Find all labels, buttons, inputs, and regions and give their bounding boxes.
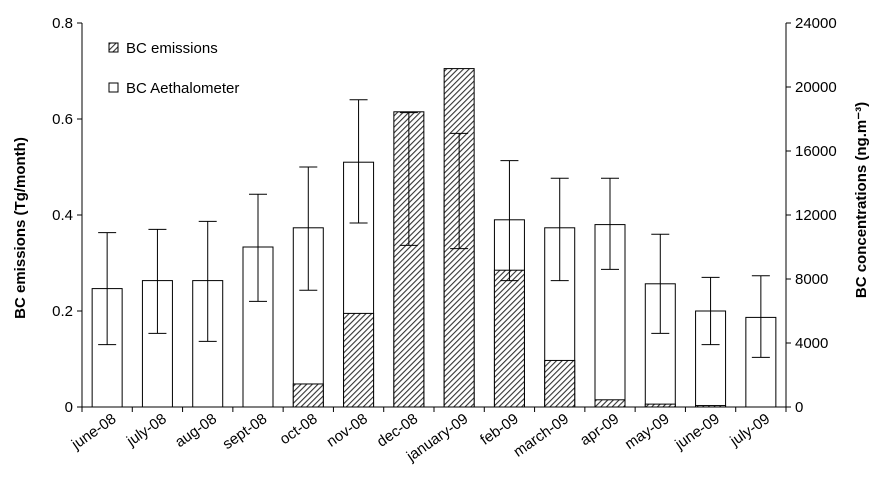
bar-bc-emissions	[544, 359, 576, 408]
x-tick-label: oct-08	[277, 410, 321, 448]
bar-bc-emissions	[493, 269, 525, 408]
x-tick-label: apr-09	[577, 410, 622, 449]
x-tick-label: june-09	[671, 410, 723, 453]
x-tick-label: july-08	[123, 410, 170, 450]
right-tick-label: 0	[795, 399, 803, 416]
right-tick-label: 24000	[795, 15, 837, 32]
left-tick-label: 0.4	[52, 207, 73, 224]
x-tick-label: nov-08	[324, 410, 371, 450]
bar-bc-aethalometer	[242, 246, 274, 408]
right-axis-title: BC concentrations (ng.m⁻³)	[853, 102, 870, 298]
right-tick-label: 20000	[795, 79, 837, 96]
x-tick-label: june-08	[68, 410, 120, 453]
legend-label-bc-aethalometer: BC Aethalometer	[126, 80, 239, 97]
left-tick-label: 0.2	[52, 303, 73, 320]
x-tick-label: may-09	[622, 410, 673, 453]
right-tick-label: 16000	[795, 143, 837, 160]
legend-swatch-bc-aethalometer	[108, 82, 119, 93]
legend-swatch-bc-emissions	[108, 42, 119, 53]
bar-bc-emissions	[343, 312, 375, 408]
x-tick-label: july-09	[726, 410, 773, 450]
right-tick-label: 8000	[795, 271, 828, 288]
right-tick-label: 4000	[795, 335, 828, 352]
bar-bc-emissions	[292, 383, 324, 408]
left-tick-label: 0.6	[52, 111, 73, 128]
x-tick-label: sept-08	[220, 410, 271, 453]
legend-label-bc-emissions: BC emissions	[126, 40, 218, 57]
right-tick-label: 12000	[795, 207, 837, 224]
bar-bc-emissions	[594, 399, 626, 408]
x-tick-label: march-09	[510, 410, 572, 460]
left-axis-title: BC emissions (Tg/month)	[12, 137, 29, 319]
left-tick-label: 0.8	[52, 15, 73, 32]
x-tick-label: aug-08	[172, 410, 220, 451]
left-tick-label: 0	[65, 399, 73, 416]
legend: BC emissions BC Aethalometer	[108, 40, 239, 97]
